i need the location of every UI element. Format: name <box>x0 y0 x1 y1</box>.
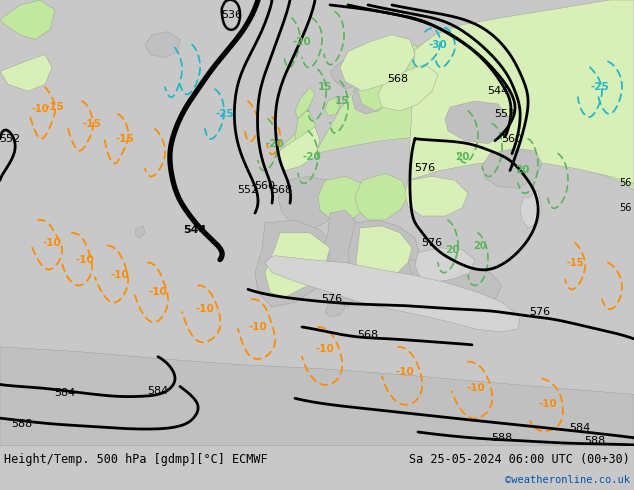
Polygon shape <box>408 0 634 183</box>
Text: -10: -10 <box>148 287 167 297</box>
Text: 544: 544 <box>183 225 207 235</box>
Polygon shape <box>278 127 320 171</box>
Polygon shape <box>330 42 385 89</box>
Polygon shape <box>278 176 340 230</box>
Polygon shape <box>520 190 542 228</box>
Polygon shape <box>482 148 542 188</box>
Polygon shape <box>255 220 335 307</box>
Polygon shape <box>0 0 55 40</box>
Text: 588: 588 <box>11 419 32 429</box>
Text: 584: 584 <box>569 423 591 433</box>
Text: 552: 552 <box>0 134 20 144</box>
Text: 588: 588 <box>491 433 513 443</box>
Polygon shape <box>338 268 358 307</box>
Text: -20: -20 <box>293 37 311 47</box>
Polygon shape <box>325 97 340 116</box>
Text: -20: -20 <box>302 151 321 162</box>
Polygon shape <box>408 260 502 312</box>
Text: Sa 25-05-2024 06:00 UTC (00+30): Sa 25-05-2024 06:00 UTC (00+30) <box>409 453 630 466</box>
Text: 20: 20 <box>444 245 459 255</box>
Text: -10: -10 <box>110 270 129 280</box>
Polygon shape <box>318 250 330 268</box>
Polygon shape <box>322 210 360 275</box>
Text: 584: 584 <box>147 387 169 396</box>
Text: -25: -25 <box>591 82 609 92</box>
Polygon shape <box>295 109 318 161</box>
Text: -30: -30 <box>429 40 448 49</box>
Text: -25: -25 <box>216 109 235 119</box>
Text: 568: 568 <box>358 330 378 340</box>
Text: -10: -10 <box>249 322 268 332</box>
Text: 552: 552 <box>495 109 515 119</box>
Polygon shape <box>445 101 510 144</box>
Polygon shape <box>415 248 475 282</box>
Text: -15: -15 <box>82 119 101 129</box>
Polygon shape <box>135 226 145 238</box>
Text: 15: 15 <box>335 96 349 106</box>
Polygon shape <box>450 307 465 319</box>
Text: -10: -10 <box>539 399 557 409</box>
Text: 576: 576 <box>415 164 436 173</box>
Text: 56: 56 <box>619 178 631 188</box>
Polygon shape <box>265 256 520 332</box>
Text: 560: 560 <box>501 134 522 144</box>
Text: 536: 536 <box>221 10 242 20</box>
Text: -20: -20 <box>266 139 285 148</box>
Polygon shape <box>355 226 412 287</box>
Text: -15: -15 <box>566 258 584 268</box>
Polygon shape <box>320 268 332 285</box>
Text: -10: -10 <box>75 255 94 265</box>
Text: -10: -10 <box>396 367 415 377</box>
Polygon shape <box>265 233 330 297</box>
Text: 588: 588 <box>585 436 605 446</box>
Polygon shape <box>348 220 420 295</box>
Polygon shape <box>318 176 368 223</box>
Text: Height/Temp. 500 hPa [gdmp][°C] ECMWF: Height/Temp. 500 hPa [gdmp][°C] ECMWF <box>4 453 268 466</box>
Polygon shape <box>340 35 415 91</box>
Polygon shape <box>0 54 52 91</box>
Text: 20: 20 <box>455 151 469 162</box>
Text: ©weatheronline.co.uk: ©weatheronline.co.uk <box>505 475 630 485</box>
Text: -10: -10 <box>467 384 486 393</box>
Text: 576: 576 <box>529 307 550 317</box>
Polygon shape <box>325 297 345 317</box>
Text: 576: 576 <box>422 238 443 248</box>
Text: 568: 568 <box>271 185 292 195</box>
Text: 584: 584 <box>55 389 75 398</box>
Text: -10: -10 <box>196 304 214 314</box>
Polygon shape <box>352 64 400 114</box>
Text: 20: 20 <box>473 241 487 251</box>
Text: 56: 56 <box>619 203 631 213</box>
Text: 552: 552 <box>238 185 259 195</box>
Polygon shape <box>405 176 468 216</box>
Text: 560: 560 <box>254 181 276 191</box>
Polygon shape <box>358 45 425 111</box>
Polygon shape <box>145 32 180 57</box>
Polygon shape <box>0 347 634 446</box>
Polygon shape <box>355 173 408 220</box>
Text: -15: -15 <box>46 102 65 112</box>
Text: -10: -10 <box>31 104 49 114</box>
Text: -15: -15 <box>115 134 134 144</box>
Text: -10: -10 <box>316 344 334 354</box>
Polygon shape <box>284 131 302 159</box>
Polygon shape <box>315 0 634 190</box>
Text: 20: 20 <box>515 166 529 175</box>
Text: 544: 544 <box>488 86 508 96</box>
Text: 15: 15 <box>318 82 332 92</box>
Polygon shape <box>378 64 438 111</box>
Text: -10: -10 <box>42 238 61 248</box>
Polygon shape <box>295 87 315 119</box>
Text: 568: 568 <box>387 74 408 84</box>
Text: 576: 576 <box>321 294 342 304</box>
